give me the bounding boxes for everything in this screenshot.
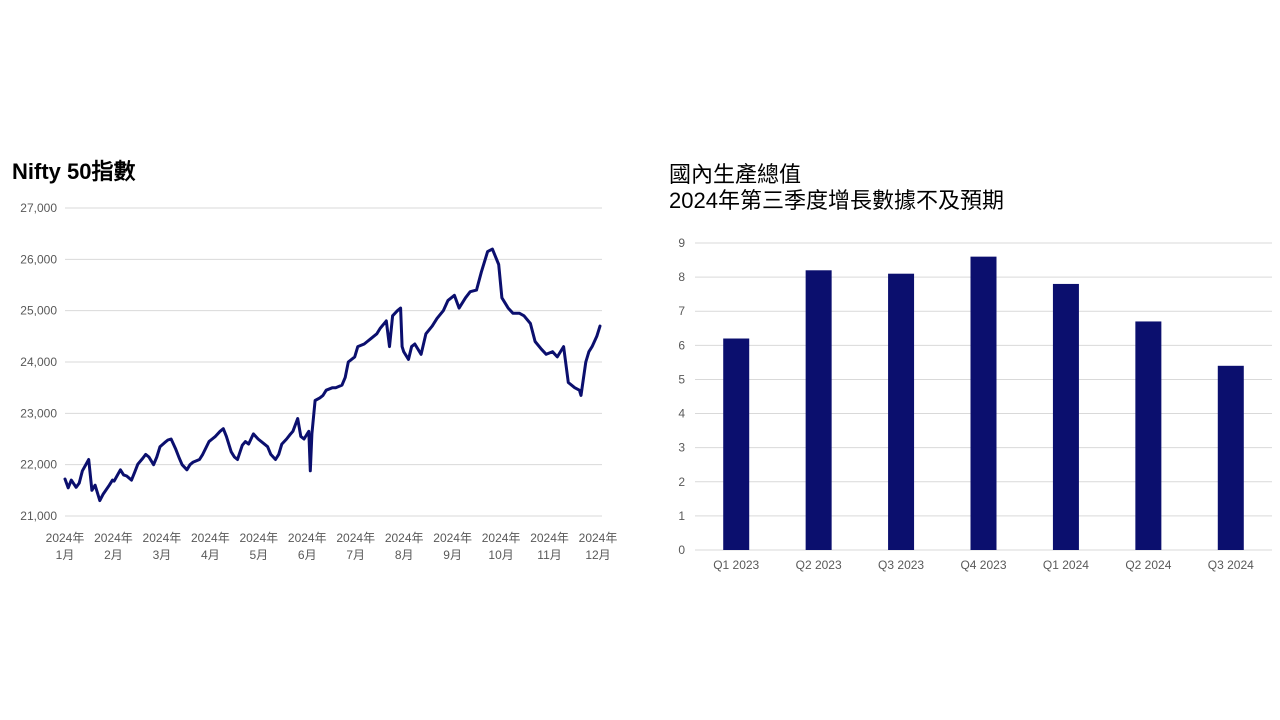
x-tick-year: 2024年 [94,531,133,545]
y-tick-label: 26,000 [20,252,57,266]
y-tick-label: 27,000 [20,201,57,215]
y-tick-label: 6 [678,338,685,352]
y-tick-label: 1 [678,509,685,523]
x-tick-year: 2024年 [433,531,472,545]
gdp-bar [805,270,832,550]
nifty-chart-title: Nifty 50指數 [12,159,136,184]
x-tick-month: 7月 [346,548,365,562]
y-tick-label: 22,000 [20,458,57,472]
y-tick-label: 25,000 [20,304,57,318]
gdp-chart-title: 國內生產總值 [669,162,802,187]
gdp-bar [1052,283,1079,550]
x-tick-label: Q2 2024 [1125,558,1171,572]
x-tick-label: Q3 2024 [1208,558,1254,572]
x-tick-label: 2024年 12月 [579,531,618,562]
y-tick-label: 7 [678,304,685,318]
x-tick-month: 5月 [249,548,268,562]
x-tick-label: 2024年 3月 [143,531,182,562]
gdp-chart-panel: 國內生產總值 2024年第三季度增長數據不及預期 0 1 2 3 4 5 6 7 8 9 Q1 20… [640,158,1280,588]
y-tick-label: 24,000 [20,355,57,369]
x-tick-year: 2024年 [191,531,230,545]
x-tick-year: 2024年 [482,531,521,545]
gdp-bar [723,338,750,550]
x-tick-label: 2024年 7月 [336,531,375,562]
x-tick-month: 8月 [395,548,414,562]
x-tick-year: 2024年 [530,531,569,545]
y-tick-label: 5 [678,372,685,386]
x-tick-year: 2024年 [579,531,618,545]
gdp-chart-subtitle: 2024年第三季度增長數據不及預期 [669,188,1004,213]
y-tick-label: 4 [678,407,685,421]
x-tick-label: 2024年 2月 [94,531,133,562]
gdp-bar [1217,365,1244,550]
gdp-bar [888,273,915,550]
x-tick-year: 2024年 [46,531,85,545]
x-tick-label: 2024年 10月 [482,531,521,562]
gdp-bar-chart: 0 1 2 3 4 5 6 7 8 9 Q1 2023 Q2 2023 Q3 2023 Q4 2023 Q1… [678,236,1272,572]
nifty-series-line [63,247,602,503]
x-tick-month: 11月 [537,548,561,562]
x-tick-label: 2024年 4月 [191,531,230,562]
x-tick-label: 2024年 5月 [239,531,278,562]
x-tick-month: 3月 [153,548,172,562]
x-tick-label: 2024年 6月 [288,531,327,562]
x-tick-label: 2024年 9月 [433,531,472,562]
gdp-bar [970,256,997,550]
y-tick-label: 2 [678,475,685,489]
x-tick-month: 9月 [443,548,462,562]
x-tick-month: 10月 [488,548,513,562]
x-tick-label: Q1 2024 [1043,558,1089,572]
y-tick-label: 0 [678,543,685,557]
x-tick-month: 12月 [585,548,610,562]
x-tick-year: 2024年 [385,531,424,545]
x-tick-label: 2024年 11月 [530,531,569,562]
x-tick-label: Q1 2023 [713,558,759,572]
x-tick-year: 2024年 [239,531,278,545]
x-tick-year: 2024年 [143,531,182,545]
x-tick-month: 6月 [298,548,317,562]
gdp-bar [1135,321,1162,550]
x-tick-year: 2024年 [336,531,375,545]
nifty-chart-panel: Nifty 50指數 21,000 22,000 23,000 24,000 25,00… [0,150,640,580]
x-tick-month: 1月 [56,548,75,562]
y-tick-label: 3 [678,441,685,455]
x-tick-month: 2月 [104,548,123,562]
x-tick-year: 2024年 [288,531,327,545]
y-tick-label: 23,000 [20,406,57,420]
x-tick-label: 2024年 1月 [46,531,85,562]
y-tick-label: 21,000 [20,509,57,523]
y-tick-label: 9 [678,236,685,250]
x-tick-label: Q3 2023 [878,558,924,572]
x-tick-label: Q4 2023 [960,558,1006,572]
x-tick-label: Q2 2023 [796,558,842,572]
x-tick-month: 4月 [201,548,220,562]
nifty-line-chart: 21,000 22,000 23,000 24,000 25,000 26,000 27,0… [20,201,618,562]
x-tick-label: 2024年 8月 [385,531,424,562]
y-tick-label: 8 [678,270,685,284]
